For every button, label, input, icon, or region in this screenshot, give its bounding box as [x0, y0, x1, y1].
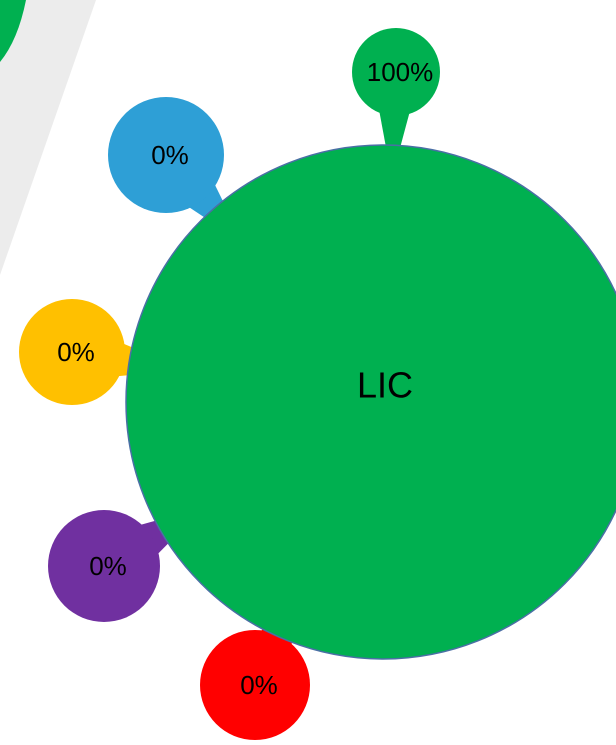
petal: [200, 630, 310, 740]
petal: [48, 510, 160, 622]
petal-label: 100%: [367, 57, 434, 87]
corner-arc: [0, 0, 26, 62]
petal: [108, 97, 224, 213]
petal-label: 0%: [151, 140, 189, 170]
petal-label: 0%: [57, 337, 95, 367]
center-label: LIC: [357, 365, 413, 406]
petal: [19, 299, 125, 405]
background-band: [0, 0, 96, 275]
petal-label: 0%: [89, 551, 127, 581]
petal: [352, 28, 440, 116]
petal-label: 0%: [240, 670, 278, 700]
center-circle: [125, 144, 616, 660]
